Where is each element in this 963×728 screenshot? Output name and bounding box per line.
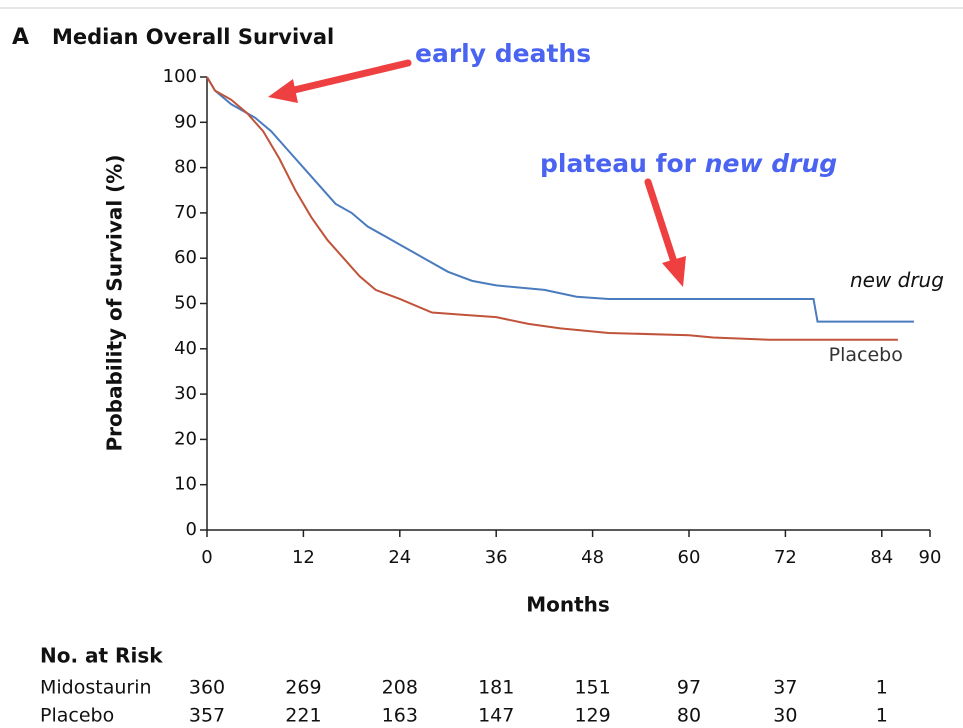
x-tick-label: 90 [919, 547, 942, 568]
survival-curve [206, 76, 914, 323]
y-tick-label: 30 [174, 383, 197, 404]
y-tick-label: 90 [174, 111, 197, 132]
x-tick-label: 36 [485, 547, 508, 568]
x-tick-label: 72 [774, 547, 797, 568]
y-tick-label: 10 [174, 474, 197, 495]
annotation-text: plateau for [540, 149, 705, 178]
risk-row-label: Placebo [40, 705, 114, 727]
risk-value: 163 [382, 705, 418, 727]
series-label: new drug [850, 268, 944, 292]
y-tick-label: 40 [174, 338, 197, 359]
y-tick-label: 60 [174, 247, 197, 268]
risk-value: 151 [574, 677, 610, 699]
x-tick-label: 84 [870, 547, 893, 568]
x-tick-label: 12 [292, 547, 315, 568]
y-axis-label: Probability of Survival (%) [103, 155, 127, 452]
x-tick-label: 24 [388, 547, 411, 568]
panel-label: A [12, 25, 29, 50]
arrow [644, 178, 686, 287]
risk-value: 37 [773, 677, 797, 699]
annotation: plateau for new drug [540, 149, 837, 178]
y-tick-label: 70 [174, 202, 197, 223]
x-axis-label: Months [526, 593, 610, 617]
risk-value: 1 [876, 705, 888, 727]
risk-value: 357 [189, 705, 225, 727]
risk-value: 1 [876, 677, 888, 699]
y-tick-label: 50 [174, 293, 197, 314]
arrow [268, 59, 412, 103]
y-tick-label: 0 [186, 519, 197, 540]
risk-value: 181 [478, 677, 514, 699]
risk-value: 221 [285, 705, 321, 727]
x-tick-label: 0 [201, 547, 212, 568]
x-tick-label: 48 [581, 547, 604, 568]
risk-table-title: No. at Risk [40, 644, 163, 668]
risk-value: 208 [382, 677, 418, 699]
x-tick-label: 60 [678, 547, 701, 568]
risk-row-label: Midostaurin [40, 677, 152, 699]
annotation: early deaths [415, 39, 591, 68]
risk-value: 269 [285, 677, 321, 699]
annotation-emphasis: new drug [705, 149, 838, 178]
survival-curve [206, 76, 898, 341]
series-label: Placebo [829, 344, 903, 366]
risk-value: 30 [773, 705, 797, 727]
chart-title: Median Overall Survival [52, 25, 334, 49]
y-tick-label: 80 [174, 157, 197, 178]
risk-value: 80 [677, 705, 701, 727]
risk-value: 360 [189, 677, 225, 699]
risk-value: 147 [478, 705, 514, 727]
y-tick-label: 20 [174, 428, 197, 449]
risk-value: 129 [574, 705, 610, 727]
risk-value: 97 [677, 677, 701, 699]
y-tick-label: 100 [163, 66, 197, 87]
